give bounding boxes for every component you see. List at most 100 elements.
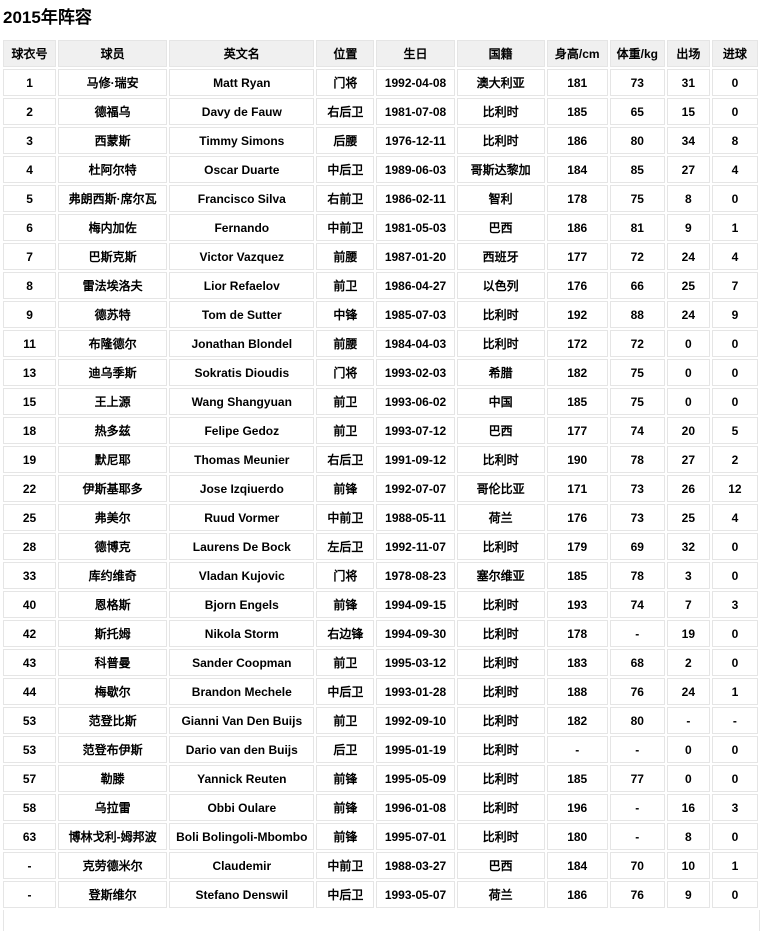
table-cell: 前锋 [316, 765, 375, 792]
table-cell: 巴西 [456, 214, 545, 241]
table-cell: Obbi Oulare [169, 794, 315, 821]
table-cell: 75 [609, 388, 665, 415]
table-cell: 9 [666, 881, 710, 908]
table-cell: 科普曼 [58, 649, 168, 676]
table-cell: 澳大利亚 [456, 69, 545, 96]
table-cell: 巴西 [456, 852, 545, 879]
table-cell: 比利时 [456, 707, 545, 734]
table-cell: 22 [3, 475, 57, 502]
table-cell: 0 [711, 185, 758, 212]
table-cell: 0 [711, 533, 758, 560]
table-cell: 1995-05-09 [376, 765, 455, 792]
table-cell: 186 [546, 881, 608, 908]
table-cell: - [666, 707, 710, 734]
table-cell: 34 [666, 127, 710, 154]
table-cell: 比利时 [456, 620, 545, 647]
table-row: 28 德博克 Laurens De Bock 左后卫 1992-11-07 比利时 179 6… [3, 533, 758, 560]
table-cell: 24 [666, 678, 710, 705]
table-cell: 68 [609, 649, 665, 676]
table-cell: 1992-09-10 [376, 707, 455, 734]
table-cell: 4 [711, 504, 758, 531]
table-cell: 1 [711, 678, 758, 705]
table-cell: - [3, 852, 57, 879]
table-cell: 190 [546, 446, 608, 473]
table-cell: 迪乌季斯 [58, 359, 168, 386]
table-cell: 77 [609, 765, 665, 792]
table-cell: 1 [711, 214, 758, 241]
table-cell: Oscar Duarte [169, 156, 315, 183]
table-row: 25 弗美尔 Ruud Vormer 中前卫 1988-05-11 荷兰 176 73 25 4 [3, 504, 758, 531]
table-cell: 1993-01-28 [376, 678, 455, 705]
table-row: 6 梅内加佐 Fernando 中前卫 1981-05-03 巴西 186 81 9 1 [3, 214, 758, 241]
table-row: 11 布隆德尔 Jonathan Blondel 前腰 1984-04-03 比利时 172… [3, 330, 758, 357]
column-header: 国籍 [456, 40, 545, 67]
table-cell: Timmy Simons [169, 127, 315, 154]
table-cell: 3 [711, 794, 758, 821]
table-cell: 75 [609, 185, 665, 212]
table-cell: 178 [546, 185, 608, 212]
table-cell: 1992-07-07 [376, 475, 455, 502]
table-cell: 186 [546, 214, 608, 241]
table-cell: 85 [609, 156, 665, 183]
table-cell: 伊斯基耶多 [58, 475, 168, 502]
table-cell: 范登比斯 [58, 707, 168, 734]
table-cell: 中前卫 [316, 214, 375, 241]
table-cell: 9 [3, 301, 57, 328]
table-row: 63 博林戈利-姆邦波 Boli Bolingoli-Mbombo 前锋 1995-07… [3, 823, 758, 850]
table-cell: 72 [609, 243, 665, 270]
table-cell: 1981-07-08 [376, 98, 455, 125]
table-cell: 恩格斯 [58, 591, 168, 618]
table-cell: 177 [546, 243, 608, 270]
table-row: 15 王上源 Wang Shangyuan 前卫 1993-06-02 中国 185 75 0 0 [3, 388, 758, 415]
table-cell: - [609, 736, 665, 763]
table-cell: 1995-01-19 [376, 736, 455, 763]
table-cell: 27 [666, 156, 710, 183]
table-cell: 20 [666, 417, 710, 444]
table-cell: - [609, 823, 665, 850]
table-cell: 左后卫 [316, 533, 375, 560]
table-cell: 1994-09-30 [376, 620, 455, 647]
table-cell: 179 [546, 533, 608, 560]
table-cell: 182 [546, 707, 608, 734]
table-cell: 78 [609, 446, 665, 473]
table-cell: Lior Refaelov [169, 272, 315, 299]
table-row: 58 乌拉雷 Obbi Oulare 前锋 1996-01-08 比利时 196-16 3 [3, 794, 758, 821]
table-cell: 9 [666, 214, 710, 241]
table-cell: 180 [546, 823, 608, 850]
table-cell: Felipe Gedoz [169, 417, 315, 444]
table-cell: 63 [3, 823, 57, 850]
table-cell: 66 [609, 272, 665, 299]
table-cell: 中后卫 [316, 156, 375, 183]
table-cell: 78 [609, 562, 665, 589]
table-cell: 右前卫 [316, 185, 375, 212]
table-cell: Wang Shangyuan [169, 388, 315, 415]
table-cell: - [711, 707, 758, 734]
table-cell: 中前卫 [316, 504, 375, 531]
table-cell: Davy de Fauw [169, 98, 315, 125]
table-row: - 克劳德米尔 Claudemir 中前卫 1988-03-27 巴西 184 70 10 1 [3, 852, 758, 879]
table-cell: 荷兰 [456, 881, 545, 908]
table-cell: 182 [546, 359, 608, 386]
table-cell: 前腰 [316, 243, 375, 270]
table-cell: 比利时 [456, 736, 545, 763]
table-cell: 巴斯克斯 [58, 243, 168, 270]
table-cell: 177 [546, 417, 608, 444]
column-header: 出场 [666, 40, 710, 67]
table-cell: 前卫 [316, 707, 375, 734]
table-cell: 后卫 [316, 736, 375, 763]
table-cell: 181 [546, 69, 608, 96]
table-cell: 0 [666, 736, 710, 763]
table-cell: 中锋 [316, 301, 375, 328]
table-cell: 18 [3, 417, 57, 444]
table-body: 1 马修·瑞安 Matt Ryan 门将 1992-04-08 澳大利亚 181 73 31 0 2… [3, 69, 758, 908]
table-cell: Laurens De Bock [169, 533, 315, 560]
table-row: 18 热多兹 Felipe Gedoz 前卫 1993-07-12 巴西 177 74 20 5 [3, 417, 758, 444]
table-cell: 185 [546, 562, 608, 589]
table-cell: 门将 [316, 69, 375, 96]
table-cell: 前锋 [316, 591, 375, 618]
table-cell: 72 [609, 330, 665, 357]
table-cell: 192 [546, 301, 608, 328]
table-cell: 后腰 [316, 127, 375, 154]
column-header: 球衣号 [3, 40, 57, 67]
